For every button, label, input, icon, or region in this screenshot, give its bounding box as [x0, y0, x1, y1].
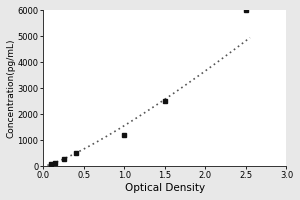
X-axis label: Optical Density: Optical Density	[125, 183, 205, 193]
Y-axis label: Concentration(pg/mL): Concentration(pg/mL)	[7, 39, 16, 138]
